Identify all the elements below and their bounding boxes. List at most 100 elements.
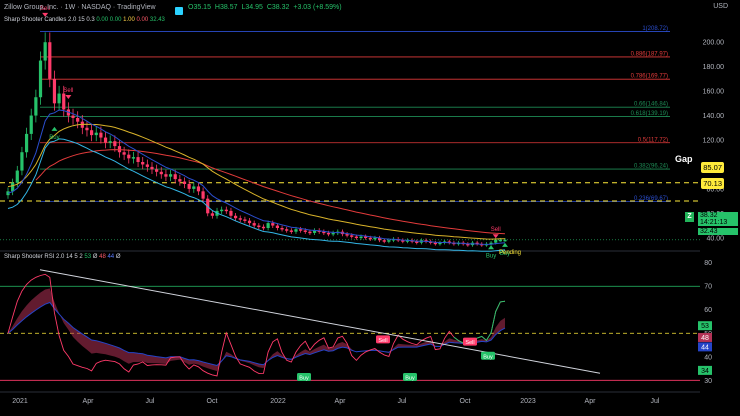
fib-level-label: 0.236(69.67): [634, 196, 668, 202]
ohlc-readout: O35.15 H38.57 L34.95 C38.32 +3.03 (+8.59…: [188, 4, 342, 11]
candle-body: [382, 240, 386, 242]
candle-body: [141, 162, 145, 165]
candle-body: [433, 242, 437, 245]
rsi-value-tag-bg: [698, 321, 712, 331]
sell-signal-arrow: [65, 95, 72, 100]
sell-rsi-signal-label: Sell: [378, 338, 387, 344]
rsi-axis-tick: 40: [704, 354, 712, 361]
buy-signal-label: Buy: [500, 251, 510, 257]
buy-signal-arrow: [51, 126, 58, 131]
price-axis-tick: 140.00: [703, 113, 725, 120]
candle-body: [201, 191, 205, 199]
fib-level-label: 0.886(187.97): [631, 51, 668, 57]
time-axis-tick: 2022: [270, 398, 286, 405]
fib-level-label: 0.786(169.77): [631, 74, 668, 80]
candle-body: [257, 225, 261, 228]
candle-body: [48, 42, 52, 79]
fib-level-label: 0.5(117.72): [638, 137, 668, 143]
symbol-badge: Z: [685, 212, 694, 222]
candle-body: [29, 115, 33, 134]
buy-signal-label: Buy: [486, 253, 496, 259]
live-indicator-icon: [175, 7, 183, 15]
price-axis-tick: 40.00: [706, 235, 724, 242]
bar-countdown-tag: 14:21:13: [698, 219, 738, 226]
candle-body: [220, 209, 224, 212]
candle-body: [494, 239, 498, 243]
candle-body: [11, 182, 15, 192]
time-axis-tick: 2023: [520, 398, 536, 405]
rsi-axis-tick: 80: [704, 260, 712, 267]
lower-indicator-legend[interactable]: Sharp Shooter RSI 2.0 14 5 2 53 Ø 48 44 …: [4, 254, 121, 260]
candle-body: [6, 191, 10, 196]
last-price-tag: 38.32: [698, 212, 738, 219]
candle-body: [76, 118, 80, 122]
candle-body: [243, 219, 247, 221]
pending-signal-label: Pending: [499, 250, 521, 256]
time-axis-tick: Apr: [335, 398, 347, 405]
time-axis-tick: Oct: [207, 398, 218, 405]
buy-rsi-signal-badge: [481, 351, 495, 360]
gap-label: Gap: [675, 154, 693, 164]
candle-body: [405, 240, 410, 242]
candle-body: [368, 237, 372, 240]
candle-body: [438, 242, 442, 245]
buy-rsi-signal-badge: [403, 372, 417, 381]
rsi-line: [7, 273, 506, 377]
price-axis-tick: 120.00: [703, 138, 725, 145]
last-price-tag-group: 38.32 14:21:13 32.43: [698, 212, 738, 235]
sell-rsi-signal-badge: [463, 337, 477, 346]
rsi-axis-tick: 70: [704, 284, 712, 291]
candle-body: [103, 137, 108, 143]
candle-body: [155, 169, 159, 172]
fib-level-label: 1(208.72): [642, 26, 668, 32]
candle-body: [312, 230, 317, 233]
candle-body: [299, 229, 303, 231]
medium-ma-line: [7, 123, 506, 240]
candle-body: [173, 174, 177, 180]
buy-rsi-signal-badge: [297, 372, 311, 381]
candle-body: [150, 166, 154, 170]
candle-body: [52, 78, 57, 104]
candle-body: [364, 236, 368, 239]
buy-signal-arrow: [488, 245, 495, 250]
buy-signal-label: Buy: [49, 135, 59, 141]
candle-body: [247, 220, 252, 224]
candle-body: [57, 93, 61, 104]
gap-price-tag-upper: 85.07: [701, 162, 724, 173]
candle-body: [192, 186, 196, 189]
candle-body: [178, 179, 182, 182]
time-axis-tick: Oct: [460, 398, 471, 405]
candle-body: [322, 231, 326, 234]
candle-body: [345, 234, 349, 236]
currency-label: USD: [713, 3, 728, 10]
slow-ma-line: [35, 149, 506, 235]
candle-body: [24, 133, 29, 153]
candle-body: [71, 115, 75, 118]
candle-body: [266, 223, 270, 228]
rsi-trend-line: [39, 269, 601, 374]
upper-indicator-legend[interactable]: Sharp Shooter Candles 2.0 15 0.3 0.00 0.…: [4, 17, 165, 23]
candle-body: [145, 164, 149, 167]
sell-rsi-signal-label: Sell: [465, 340, 474, 346]
sell-signal-arrow: [492, 234, 499, 239]
buy-rsi-signal-label: Buy: [405, 375, 415, 381]
candle-body: [326, 232, 331, 235]
candle-body: [303, 230, 307, 232]
candle-body: [136, 157, 140, 162]
candle-body: [331, 232, 335, 235]
candle-body: [164, 174, 168, 177]
rsi-value-tag-bg: [698, 365, 712, 375]
time-axis-tick: Jul: [398, 398, 407, 405]
symbol-title[interactable]: Zillow Group, Inc. · 1W · NASDAQ · Tradi…: [4, 4, 156, 11]
candle-body: [238, 218, 242, 220]
candle-body: [289, 230, 293, 232]
upper-band-line: [7, 109, 506, 245]
price-axis-tick: 180.00: [703, 64, 725, 71]
candle-body: [43, 42, 47, 61]
candle-body: [108, 141, 112, 143]
rsi-value-tag: 53: [701, 323, 709, 330]
candle-body: [229, 210, 233, 216]
candle-body: [350, 235, 354, 237]
